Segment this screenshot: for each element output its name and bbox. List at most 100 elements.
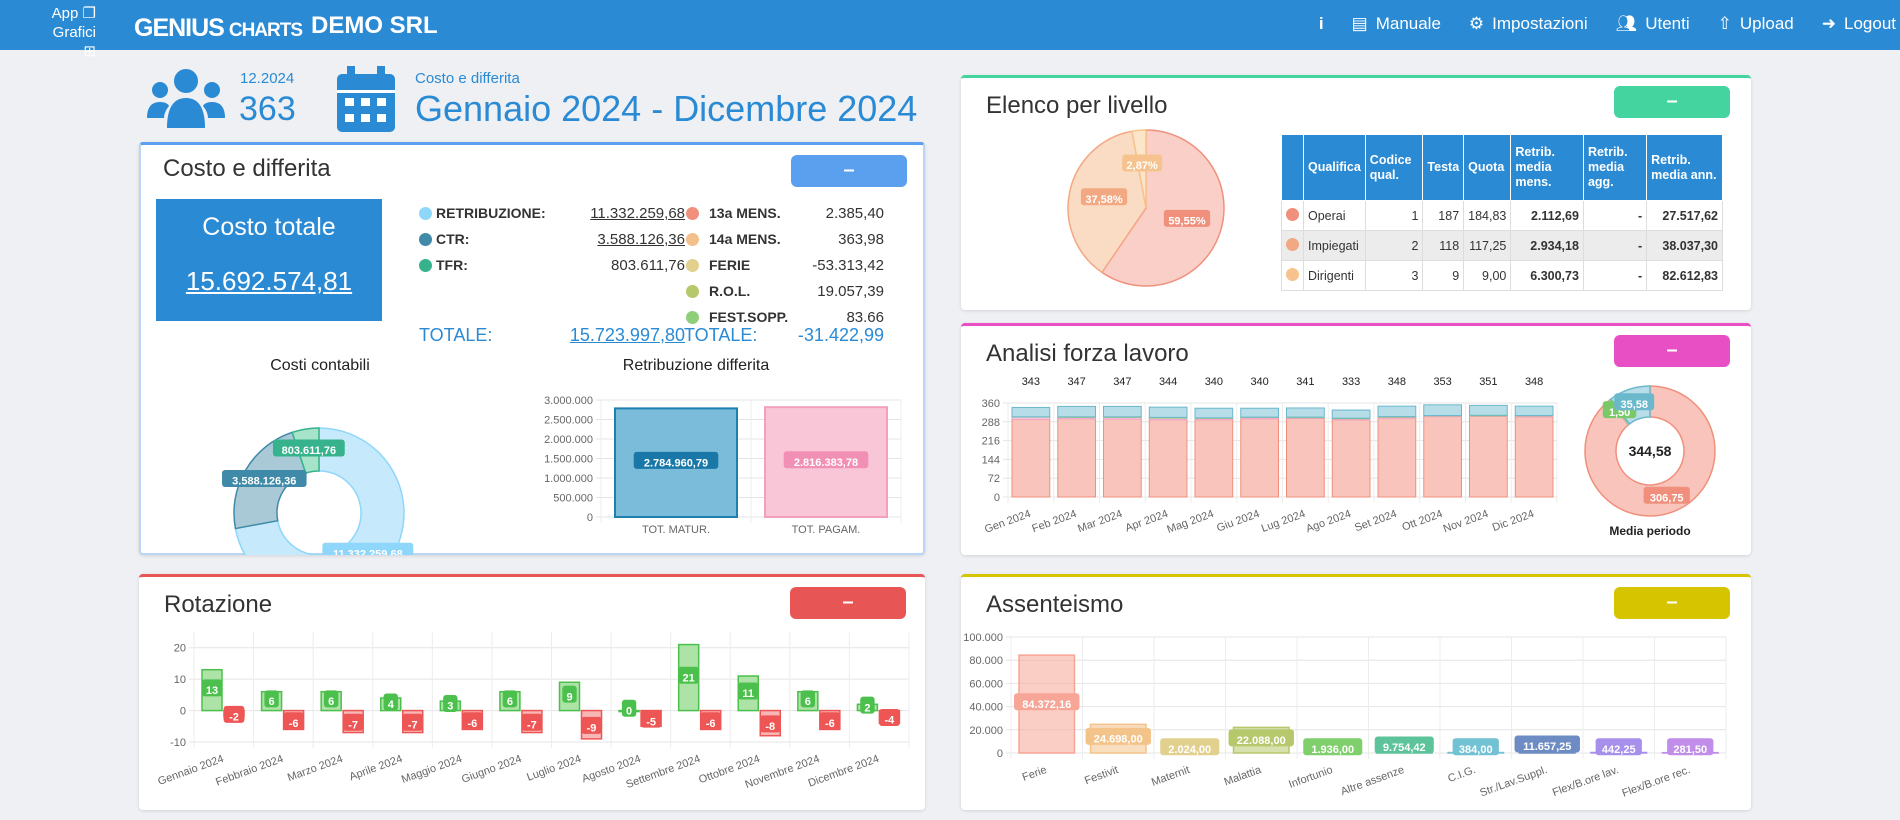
x-tick-label: Festivit bbox=[1083, 764, 1120, 787]
slice-label: 803.611,76 bbox=[282, 445, 336, 457]
table-header: Retrib. media ann. bbox=[1646, 134, 1723, 201]
slice-label-bg bbox=[222, 469, 307, 487]
slice-label: 2,87% bbox=[1127, 160, 1158, 172]
table-cell: 118 bbox=[1422, 230, 1465, 261]
stacked-bar-segment bbox=[1514, 416, 1554, 498]
x-tick-label: Luglio 2024 bbox=[525, 753, 583, 784]
pie-slice bbox=[1584, 385, 1716, 517]
x-tick-label: TOT. MATUR. bbox=[642, 524, 710, 536]
table-header: Codice qual. bbox=[1364, 134, 1424, 201]
bar-label: -4 bbox=[885, 715, 896, 727]
app-grafici-link[interactable]: App ❐ Grafici ⊞ bbox=[38, 4, 96, 61]
book-icon: ▤ bbox=[1351, 14, 1368, 33]
rotazione-collapse-button[interactable]: – bbox=[790, 587, 906, 619]
table-header: Retrib. media mens. bbox=[1510, 134, 1584, 201]
legend-value-left[interactable]: 3.588.126,36 bbox=[597, 231, 685, 248]
bar-label-bg bbox=[819, 712, 841, 730]
legend-item-right: 13a MENS. bbox=[686, 205, 781, 221]
upload-icon: ⇧ bbox=[1717, 14, 1732, 33]
nav-logout[interactable]: ➜ Logout bbox=[1821, 14, 1896, 33]
bar-label-bg bbox=[621, 699, 637, 717]
bar-label-bg bbox=[1374, 736, 1434, 754]
legend-dot-icon bbox=[686, 310, 699, 324]
logo[interactable]: GENIUS CHARTS bbox=[134, 14, 303, 42]
nav-info[interactable]: i bbox=[1319, 14, 1324, 34]
slice-label-bg bbox=[1643, 486, 1690, 504]
bar-label-bg bbox=[879, 709, 900, 727]
costo-title: Costo e differita bbox=[163, 155, 331, 182]
stacked-bar-segment bbox=[1103, 418, 1142, 498]
table-cell: 82.612,83 bbox=[1646, 260, 1723, 291]
legend-item-right: FEST.SOPP. bbox=[686, 309, 788, 325]
legend-dot-icon bbox=[686, 232, 699, 246]
x-tick-label: Giu 2024 bbox=[1215, 508, 1261, 535]
x-tick-label: Mar 2024 bbox=[1076, 508, 1124, 535]
livello-table: Qualifica Codice qual. Testa Quota Retrib. m… bbox=[1281, 134, 1723, 291]
assenteismo-collapse-button[interactable]: – bbox=[1614, 587, 1730, 619]
x-tick-label: Giugno 2024 bbox=[460, 753, 523, 786]
stacked-bar-segment bbox=[1286, 417, 1325, 498]
table-cell: 27.517,62 bbox=[1646, 200, 1723, 231]
table-cell: 9,00 bbox=[1463, 260, 1512, 291]
y-tick-label: 2.000.000 bbox=[544, 434, 593, 446]
nav-utenti[interactable]: 👥︎ Utenti bbox=[1615, 14, 1690, 33]
costo-totale-value[interactable]: 15.692.574,81 bbox=[185, 266, 353, 296]
period-small: 12.2024 bbox=[240, 70, 295, 87]
bar-label-bg bbox=[700, 712, 722, 730]
table-header: Testa bbox=[1422, 134, 1465, 201]
bar-label: -6 bbox=[467, 718, 477, 730]
legend-dot-icon bbox=[686, 206, 699, 220]
bar-total-label: 351 bbox=[1479, 376, 1497, 388]
slice-label: 11.332.259,68 bbox=[333, 548, 403, 555]
stacked-bar-segment bbox=[1011, 418, 1051, 498]
bar-label-bg bbox=[521, 713, 543, 731]
table-cell: Operai bbox=[1303, 200, 1366, 231]
bar-label: -6 bbox=[289, 718, 299, 730]
x-tick-label: Maggio 2024 bbox=[400, 753, 464, 786]
bar-label: -7 bbox=[527, 719, 537, 731]
y-tick-label: 40.000 bbox=[969, 702, 1003, 714]
y-tick-label: 2.500.000 bbox=[544, 415, 593, 427]
bar-total-label: 344 bbox=[1159, 376, 1177, 388]
costo-collapse-button[interactable]: – bbox=[791, 155, 907, 187]
x-tick-label: Gennaio 2024 bbox=[156, 753, 225, 788]
bar-label-bg bbox=[759, 715, 781, 733]
nav-upload[interactable]: ⇧ Upload bbox=[1717, 14, 1794, 33]
table-row[interactable]: Impiegati 2 118 117,25 2.934,18-38.037,30 bbox=[1281, 230, 1723, 261]
bar-label-bg bbox=[223, 705, 245, 723]
center-label: 344,58 bbox=[1629, 443, 1672, 459]
table-row[interactable]: Operai 1 187 184,83 2.112,69-27.517,62 bbox=[1281, 200, 1723, 231]
right-total-value: -31.422,99 bbox=[797, 325, 884, 345]
table-cell: 3 bbox=[1364, 260, 1424, 291]
bar-label: -6 bbox=[706, 718, 716, 730]
x-tick-label: Febbraio 2024 bbox=[214, 753, 285, 789]
bar-label: 24.698,00 bbox=[1094, 734, 1143, 746]
row-color-icon bbox=[1286, 207, 1299, 221]
nav-manuale[interactable]: ▤ Manuale bbox=[1351, 14, 1441, 33]
stacked-bar-segment bbox=[1423, 404, 1462, 417]
table-cell: 6.300,73 bbox=[1510, 260, 1584, 291]
table-row[interactable]: Dirigenti 3 9 9,00 6.300,73-82.612,83 bbox=[1281, 260, 1723, 291]
y-tick-label: 3.000.000 bbox=[544, 395, 593, 407]
bar-label-bg bbox=[1514, 735, 1580, 753]
bar-label: -7 bbox=[408, 719, 418, 731]
left-total-value[interactable]: 15.723.997,80 bbox=[569, 325, 685, 345]
bar-label-bg bbox=[461, 712, 483, 730]
bar-label: 13 bbox=[206, 685, 218, 697]
x-tick-label: TOT. PAGAM. bbox=[792, 524, 861, 536]
row-color-icon bbox=[1286, 267, 1299, 281]
nav-impostazioni[interactable]: ⚙ Impostazioni bbox=[1468, 14, 1588, 33]
stacked-bar-segment bbox=[1514, 405, 1554, 417]
legend-item-right: R.O.L. bbox=[686, 283, 750, 299]
app-label: App bbox=[51, 5, 79, 22]
elenco-collapse-button[interactable]: – bbox=[1614, 86, 1730, 118]
bar-label: 11 bbox=[742, 688, 754, 700]
bar-total-label: 353 bbox=[1433, 376, 1451, 388]
costi-contabili-chart: 11.332.259,68 3.588.126,36 803.611,76 bbox=[222, 427, 414, 555]
bar-label-bg bbox=[383, 693, 398, 711]
analisi-collapse-button[interactable]: – bbox=[1614, 335, 1730, 367]
legend-value-left[interactable]: 11.332.259,68 bbox=[590, 205, 685, 222]
legend-dot-icon bbox=[419, 206, 432, 220]
bar-label: 22.088,00 bbox=[1237, 735, 1286, 747]
bar-label-bg bbox=[1452, 738, 1499, 756]
